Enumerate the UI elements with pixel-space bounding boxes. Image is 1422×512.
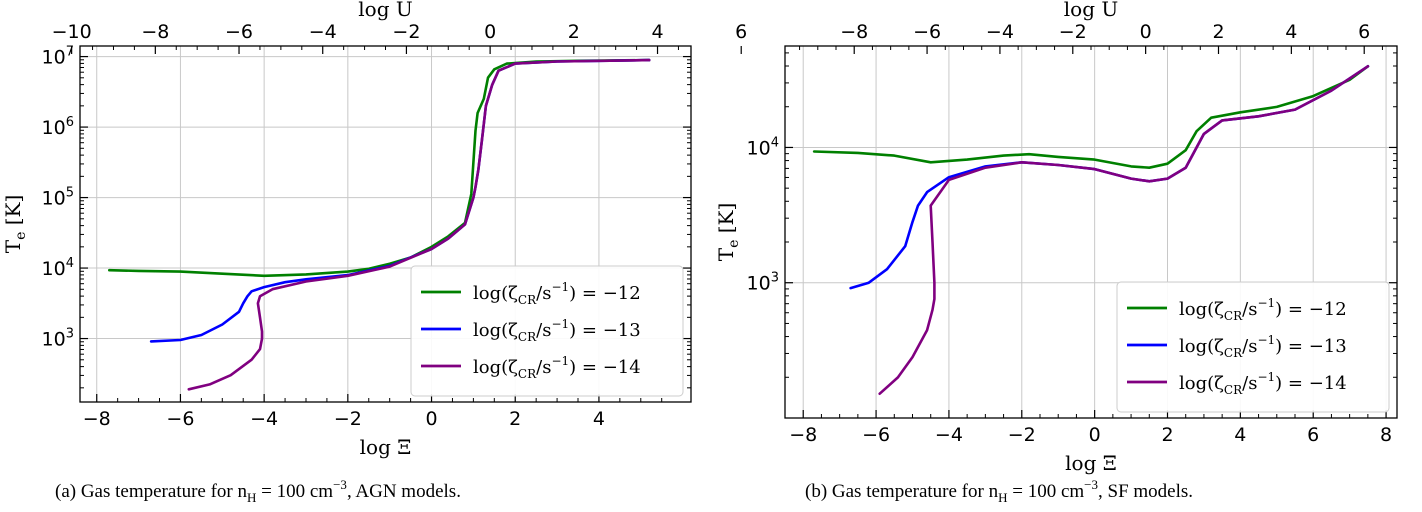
legend: log(ζCR/s−1) = −12 log(ζCR/s−1) = −13 log(… xyxy=(1116,281,1390,413)
x-tick-label: 2 xyxy=(1161,424,1173,446)
top-x-axis-label: log U xyxy=(1064,0,1118,21)
x-tick-label: 2 xyxy=(509,408,521,430)
x-tick-label: 8 xyxy=(1380,424,1392,446)
y-tick-label: 103​ xyxy=(42,327,74,351)
x-tick-label: 4 xyxy=(1234,424,1246,446)
y-tick-label: 104​ xyxy=(747,135,779,159)
legend-box xyxy=(1116,281,1390,413)
top-x-tick-label: −6 xyxy=(913,21,941,43)
top-x-axis-label: log U xyxy=(358,0,412,21)
x-tick-label: 0 xyxy=(1089,424,1101,446)
panel-b: −8 −6 −4 −2 0 2 4 6 8 −8 −6 −4 −2 0 2 4 6 103​ 104​ log Ξ lo… xyxy=(714,0,1398,505)
top-x-tick-label: −4 xyxy=(309,21,337,43)
top-x-tick-label: −8 xyxy=(840,21,868,43)
y-axis-label: Te [K] xyxy=(714,203,742,262)
top-x-tick-label: −8 xyxy=(141,21,169,43)
top-x-tick-label: −10 xyxy=(52,21,92,43)
y-tick-label: 105​ xyxy=(42,186,74,210)
series-line-3 xyxy=(187,58,651,391)
top-x-tick-label: 2 xyxy=(568,21,580,43)
legend-label-3: log(ζCR/s−1) = −14 xyxy=(473,354,641,381)
x-axis-label: log Ξ xyxy=(360,435,412,459)
top-x-tick-label: 6 xyxy=(735,21,747,43)
top-x-tick-label: −4 xyxy=(986,21,1014,43)
y-tick-label: 107​ xyxy=(42,45,74,69)
legend-label-2: log(ζCR/s−1) = −13 xyxy=(473,317,641,344)
caption: (a) Gas temperature for nH = 100 cm−3, A… xyxy=(55,477,461,505)
x-tick-label: 0 xyxy=(425,408,437,430)
top-x-tick-label: 0 xyxy=(1140,21,1152,43)
legend-label-2: log(ζCR/s−1) = −13 xyxy=(1179,333,1347,360)
legend-label-1: log(ζCR/s−1) = −12 xyxy=(1179,296,1347,323)
panel-a: −8 −6 −4 −2 0 2 4 −10 −8 −6 −4 −2 0 2 4 6 103​ 104​ 105​ 10… xyxy=(1,0,747,505)
series-line-3 xyxy=(878,65,1370,395)
x-tick-label: −8 xyxy=(83,408,111,430)
top-x-tick-label: 6 xyxy=(1358,21,1370,43)
legend: log(ζCR/s−1) = −12 log(ζCR/s−1) = −13 log(… xyxy=(410,265,684,397)
caption: (b) Gas temperature for nH = 100 cm−3, S… xyxy=(805,477,1193,505)
top-x-tick-label: 4 xyxy=(1285,21,1297,43)
y-tick-label: 106​ xyxy=(42,115,74,139)
legend-label-1: log(ζCR/s−1) = −12 xyxy=(473,280,641,307)
series-group xyxy=(812,65,1370,395)
legend-box xyxy=(410,265,684,397)
y-tick-label: 104​ xyxy=(42,256,74,280)
top-x-tick-label: 2 xyxy=(1212,21,1224,43)
series-group xyxy=(108,58,651,391)
top-x-tick-label: −2 xyxy=(1059,21,1087,43)
series-line-1 xyxy=(812,65,1370,169)
series-line-1 xyxy=(108,58,651,278)
x-tick-label: −2 xyxy=(334,408,362,430)
x-tick-label: 6 xyxy=(1307,424,1319,446)
x-tick-label: −6 xyxy=(166,408,194,430)
series-line-2 xyxy=(849,65,1370,290)
x-tick-label: −8 xyxy=(789,424,817,446)
x-tick-label: −6 xyxy=(862,424,890,446)
legend-label-3: log(ζCR/s−1) = −14 xyxy=(1179,370,1347,397)
x-tick-label: −2 xyxy=(1008,424,1036,446)
x-tick-label: −4 xyxy=(250,408,278,430)
top-x-tick-label: 0 xyxy=(484,21,496,43)
x-tick-label: −4 xyxy=(935,424,963,446)
top-x-tick-label: 4 xyxy=(651,21,663,43)
x-tick-label: 4 xyxy=(593,408,605,430)
y-tick-label: 103​ xyxy=(747,271,779,295)
y-axis-label: Te [K] xyxy=(1,195,29,254)
top-x-tick-label: −6 xyxy=(225,21,253,43)
x-axis-label: log Ξ xyxy=(1065,451,1117,475)
top-x-tick-label: −2 xyxy=(392,21,420,43)
